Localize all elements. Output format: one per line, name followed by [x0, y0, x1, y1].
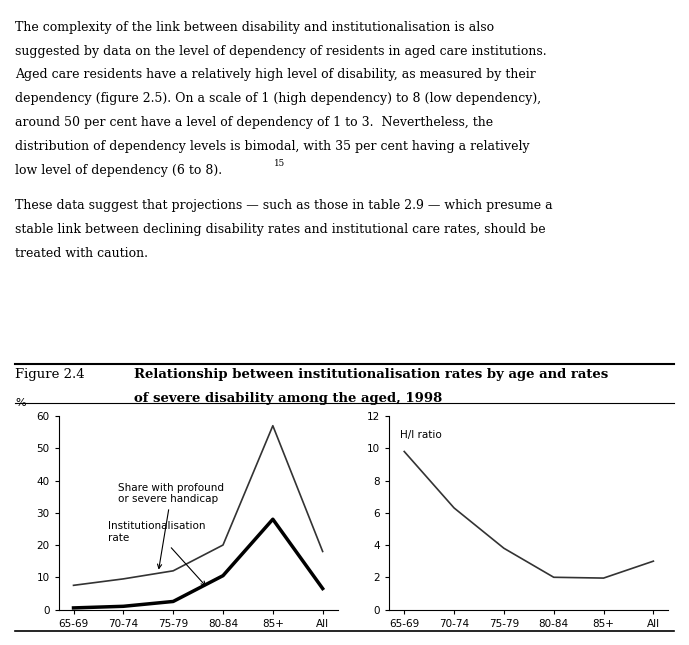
Text: low level of dependency (6 to 8).: low level of dependency (6 to 8). — [15, 164, 223, 177]
Text: H/I ratio: H/I ratio — [400, 430, 442, 440]
Text: distribution of dependency levels is bimodal, with 35 per cent having a relative: distribution of dependency levels is bim… — [15, 140, 530, 153]
Text: 15: 15 — [274, 159, 285, 168]
Text: dependency (figure 2.5). On a scale of 1 (high dependency) to 8 (low dependency): dependency (figure 2.5). On a scale of 1… — [15, 92, 542, 105]
Text: stable link between declining disability rates and institutional care rates, sho: stable link between declining disability… — [15, 223, 546, 236]
Text: suggested by data on the level of dependency of residents in aged care instituti: suggested by data on the level of depend… — [15, 45, 547, 57]
Text: Aged care residents have a relatively high level of disability, as measured by t: Aged care residents have a relatively hi… — [15, 68, 536, 81]
Text: These data suggest that projections — such as those in table 2.9 — which presume: These data suggest that projections — su… — [15, 199, 553, 212]
Text: Figure 2.4: Figure 2.4 — [15, 368, 85, 381]
Text: %: % — [15, 398, 26, 408]
Text: of severe disability among the aged, 1998: of severe disability among the aged, 199… — [134, 392, 442, 405]
Text: around 50 per cent have a level of dependency of 1 to 3.  Nevertheless, the: around 50 per cent have a level of depen… — [15, 116, 493, 129]
Text: The complexity of the link between disability and institutionalisation is also: The complexity of the link between disab… — [15, 21, 494, 34]
Text: treated with caution.: treated with caution. — [15, 247, 148, 260]
Text: Relationship between institutionalisation rates by age and rates: Relationship between institutionalisatio… — [134, 368, 608, 381]
Text: Share with profound
or severe handicap: Share with profound or severe handicap — [119, 482, 225, 568]
Text: Institutionalisation
rate: Institutionalisation rate — [108, 521, 206, 586]
